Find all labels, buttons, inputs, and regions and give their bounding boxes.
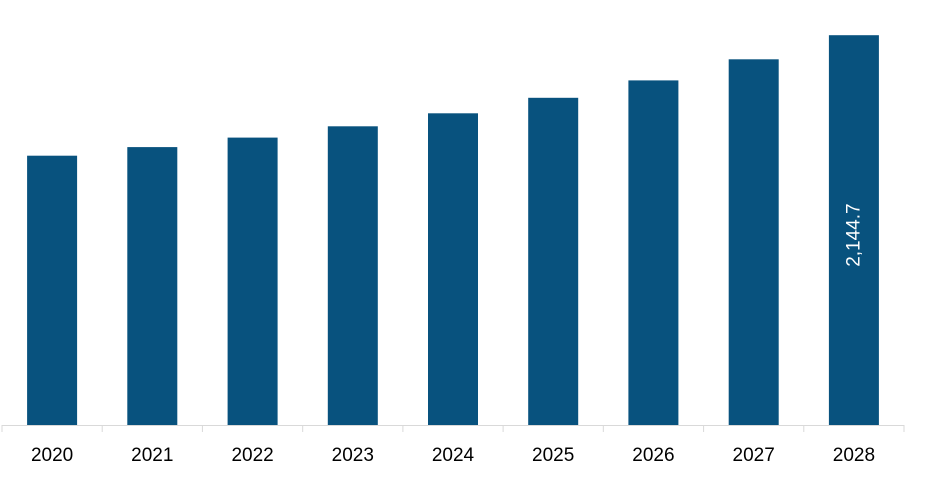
data-labels-layer: 2,144.7 (843, 203, 864, 266)
x-tick-label-2027: 2027 (733, 445, 775, 466)
x-tick-label-2023: 2023 (332, 445, 374, 466)
tick-labels-layer: 2020 2021 2022 2023 2024 2025 2026 2027 2028 (31, 445, 875, 466)
bar-2020 (27, 155, 78, 425)
bar-2027 (728, 59, 779, 426)
x-tick-label-2025: 2025 (532, 445, 574, 466)
x-tick-label-2022: 2022 (231, 445, 273, 466)
bar-2023 (327, 126, 378, 426)
data-label-2028: 2,144.7 (843, 203, 864, 266)
x-axis (1, 425, 905, 432)
bar-2021 (127, 147, 178, 425)
x-tick-label-2026: 2026 (632, 445, 674, 466)
bar-2024 (428, 113, 478, 426)
bars-layer (27, 35, 879, 426)
x-tick-label-2028: 2028 (833, 445, 875, 466)
x-tick-label-2020: 2020 (31, 445, 73, 466)
bar-2026 (628, 80, 679, 426)
bar-2028 (828, 35, 879, 425)
bar-2025 (528, 97, 579, 426)
x-tick-label-2024: 2024 (432, 445, 475, 466)
x-tick-label-2021: 2021 (131, 445, 173, 466)
bar-2022 (227, 137, 278, 425)
